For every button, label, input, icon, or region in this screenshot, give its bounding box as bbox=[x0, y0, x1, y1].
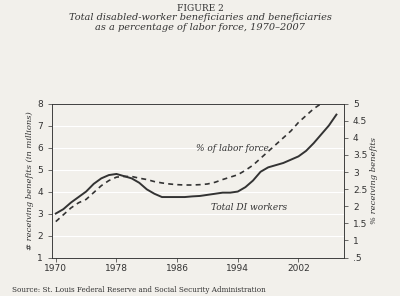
Text: % of labor force: % of labor force bbox=[196, 144, 269, 153]
Text: Total DI workers: Total DI workers bbox=[211, 203, 287, 212]
Text: Total disabled-worker beneficiaries and beneficiaries: Total disabled-worker beneficiaries and … bbox=[68, 13, 332, 22]
Y-axis label: # receiving benefits (in millions): # receiving benefits (in millions) bbox=[26, 111, 34, 250]
Text: Source: St. Louis Federal Reserve and Social Security Administration: Source: St. Louis Federal Reserve and So… bbox=[12, 286, 266, 294]
Text: as a percentage of labor force, 1970–2007: as a percentage of labor force, 1970–200… bbox=[95, 23, 305, 32]
Text: FIGURE 2: FIGURE 2 bbox=[177, 4, 223, 13]
Y-axis label: % receiving benefits: % receiving benefits bbox=[370, 137, 378, 224]
